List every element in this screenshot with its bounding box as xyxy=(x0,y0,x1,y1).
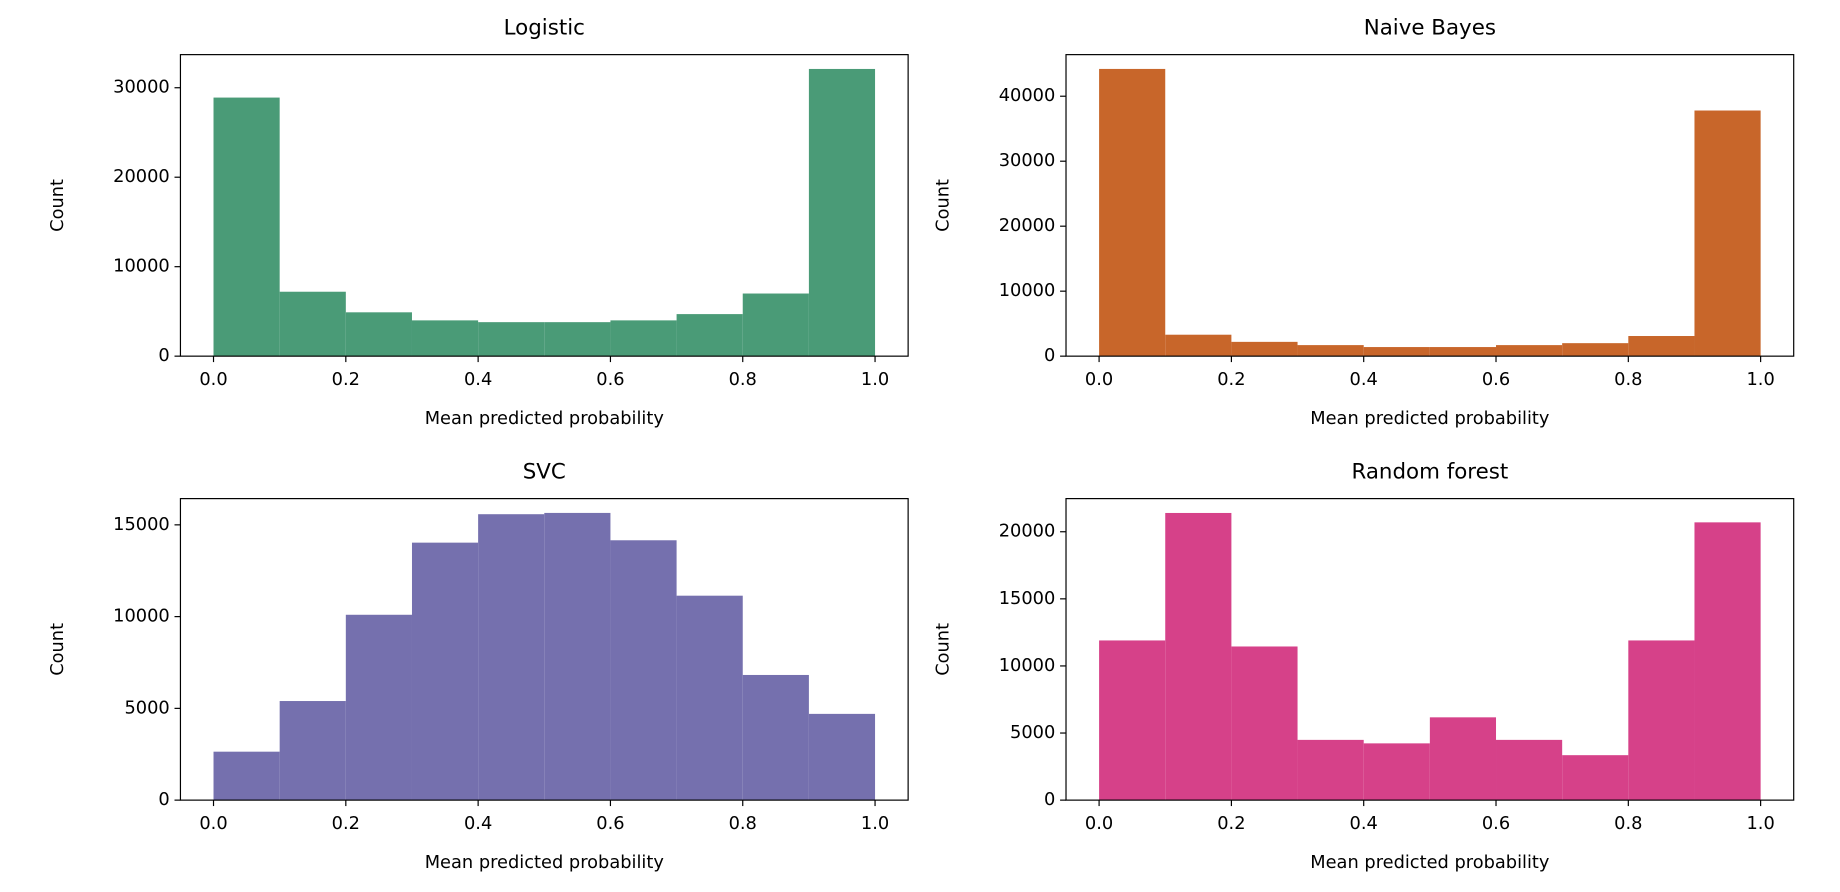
y-tick-label: 30000 xyxy=(113,77,170,98)
y-tick-label: 10000 xyxy=(999,655,1056,676)
bar xyxy=(1363,347,1430,357)
bar xyxy=(1363,743,1430,801)
bar xyxy=(345,614,412,801)
bar xyxy=(1429,347,1497,357)
chart-title: SVC xyxy=(523,459,566,484)
bar xyxy=(1165,334,1232,357)
bar xyxy=(1297,345,1364,357)
axes-frame xyxy=(1065,54,1795,357)
bar xyxy=(478,322,545,357)
y-tick-label: 5000 xyxy=(1010,722,1055,743)
bar xyxy=(544,322,611,357)
y-tick-label: 20000 xyxy=(999,521,1056,542)
x-tick-label: 0.8 xyxy=(1614,369,1642,390)
y-tick-label: 0 xyxy=(1044,789,1055,810)
x-tick-label: 0.4 xyxy=(464,813,492,834)
bar xyxy=(411,542,479,801)
x-tick-label: 0.4 xyxy=(464,369,492,390)
y-tick-label: 20000 xyxy=(999,215,1056,236)
y-tick-label: 0 xyxy=(158,345,169,366)
x-tick-label: 0.2 xyxy=(332,813,360,834)
bar xyxy=(345,312,412,357)
chart-title: Random forest xyxy=(1351,459,1508,484)
bar xyxy=(411,320,479,357)
y-axis-label: Count xyxy=(47,179,68,232)
x-tick-label: 0.4 xyxy=(1350,369,1378,390)
x-axis-label: Mean predicted probability xyxy=(1310,408,1549,429)
chart-title: Logistic xyxy=(504,16,585,41)
bar xyxy=(742,293,809,357)
y-tick-label: 10000 xyxy=(999,280,1056,301)
x-axis-label: Mean predicted probability xyxy=(425,408,664,429)
x-tick-label: 1.0 xyxy=(861,813,889,834)
x-tick-label: 0.8 xyxy=(729,813,757,834)
y-tick-label: 10000 xyxy=(113,606,170,627)
bar xyxy=(676,314,743,357)
y-tick-label: 15000 xyxy=(999,588,1056,609)
y-axis-label: Count xyxy=(933,623,954,676)
bar xyxy=(1562,343,1629,357)
bar xyxy=(610,320,677,357)
x-tick-label: 0.2 xyxy=(1217,813,1245,834)
bar xyxy=(1165,512,1232,801)
y-tick-label: 0 xyxy=(1044,345,1055,366)
bar xyxy=(1231,341,1298,357)
y-tick-label: 15000 xyxy=(113,514,170,535)
y-axis-label: Count xyxy=(933,179,954,232)
x-tick-label: 1.0 xyxy=(1746,369,1774,390)
x-tick-label: 0.2 xyxy=(1217,369,1245,390)
x-axis-label: Mean predicted probability xyxy=(425,852,664,873)
x-tick-label: 0.0 xyxy=(199,813,227,834)
bar xyxy=(1231,646,1298,801)
axes-frame xyxy=(179,498,909,801)
y-tick-label: 20000 xyxy=(113,166,170,187)
x-tick-label: 0.0 xyxy=(199,369,227,390)
bar xyxy=(1562,755,1629,801)
bar xyxy=(1496,739,1563,801)
bar xyxy=(1496,345,1563,357)
bar xyxy=(1297,739,1364,801)
y-axis-label: Count xyxy=(47,623,68,676)
bar xyxy=(1099,640,1166,801)
y-tick-label: 10000 xyxy=(113,256,170,277)
bar xyxy=(610,540,677,801)
x-tick-label: 0.8 xyxy=(729,369,757,390)
axes-frame xyxy=(179,54,909,357)
bar xyxy=(1628,640,1695,801)
bar xyxy=(213,97,280,357)
bar xyxy=(213,751,280,801)
bar xyxy=(808,713,876,801)
x-tick-label: 0.6 xyxy=(1482,813,1510,834)
y-tick-label: 5000 xyxy=(124,697,169,718)
x-tick-label: 0.6 xyxy=(1482,369,1510,390)
x-tick-label: 1.0 xyxy=(1746,813,1774,834)
x-tick-label: 0.6 xyxy=(596,813,624,834)
bar xyxy=(676,595,743,801)
chart-title: Naive Bayes xyxy=(1364,16,1496,41)
bar xyxy=(808,68,876,357)
y-tick-label: 0 xyxy=(158,789,169,810)
x-tick-label: 0.0 xyxy=(1085,369,1113,390)
bar xyxy=(1429,717,1497,801)
x-tick-label: 0.6 xyxy=(596,369,624,390)
x-tick-label: 0.0 xyxy=(1085,813,1113,834)
x-axis-label: Mean predicted probability xyxy=(1310,852,1549,873)
x-tick-label: 0.8 xyxy=(1614,813,1642,834)
y-tick-label: 40000 xyxy=(999,85,1056,106)
bar xyxy=(1694,522,1761,801)
bar xyxy=(478,514,545,801)
bar xyxy=(1099,68,1166,357)
x-tick-label: 0.4 xyxy=(1350,813,1378,834)
x-tick-label: 1.0 xyxy=(861,369,889,390)
bar xyxy=(742,674,809,801)
bar xyxy=(279,701,346,801)
y-tick-label: 30000 xyxy=(999,150,1056,171)
bar xyxy=(1628,336,1695,357)
axes-frame xyxy=(1065,498,1795,801)
bar xyxy=(1694,110,1761,357)
x-tick-label: 0.2 xyxy=(332,369,360,390)
bar xyxy=(544,512,611,801)
bar xyxy=(279,291,346,357)
